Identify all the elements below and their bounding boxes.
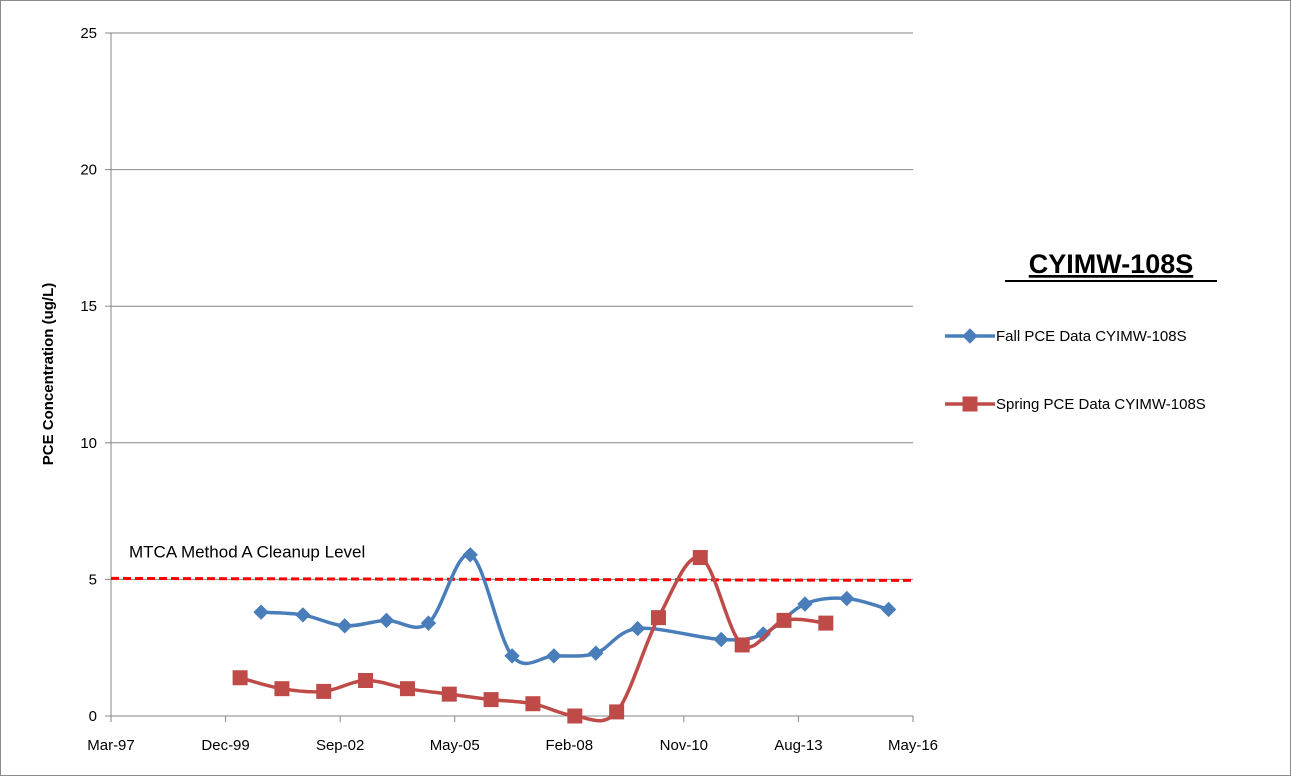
reference-line-group: MTCA Method A Cleanup Level: [110, 542, 914, 582]
legend-label: Fall PCE Data CYIMW-108S: [996, 328, 1187, 345]
spring-data-point: [441, 686, 457, 702]
cleanup-level-label: MTCA Method A Cleanup Level: [129, 542, 365, 561]
fall-data-point: [378, 612, 395, 629]
spring-data-point: [483, 692, 499, 708]
spring-data-point: [399, 681, 415, 697]
y-tick-label: 25: [80, 25, 97, 42]
fall-data-point: [713, 631, 729, 648]
x-tick-label: May-05: [430, 737, 480, 754]
spring-data-point: [609, 704, 625, 720]
fall-data-point: [504, 648, 520, 664]
spring-data-point: [734, 637, 750, 653]
gridlines: [111, 32, 913, 580]
y-tick-label: 5: [89, 571, 97, 588]
x-tick-label: Aug-13: [774, 737, 822, 754]
legend: Fall PCE Data CYIMW-108S Spring PCE Data …: [945, 328, 1206, 413]
x-tick-label: Dec-99: [201, 737, 249, 754]
spring-data-point: [650, 610, 666, 626]
x-tick-label: Sep-02: [316, 737, 364, 754]
cleanup-level-line: [110, 576, 914, 582]
x-tick-label: Nov-10: [660, 737, 708, 754]
fall-data-point: [295, 607, 311, 623]
y-tick-label: 0: [89, 708, 97, 725]
fall-data-point: [253, 604, 269, 620]
fall-data-point: [839, 590, 855, 607]
fall-data-point: [588, 645, 604, 661]
series-line: [260, 553, 890, 666]
series-fall: [253, 547, 897, 666]
y-axis-title: PCE Concentration (ug/L): [40, 283, 57, 466]
legend-swatch-marker: [962, 328, 978, 344]
fall-data-point: [880, 601, 897, 618]
legend-swatch-marker: [962, 396, 978, 412]
spring-data-point: [818, 615, 834, 631]
x-tick-label: Feb-08: [546, 737, 594, 754]
fall-data-point: [629, 620, 646, 637]
spring-data-point: [274, 681, 290, 697]
series-spring: [232, 550, 834, 724]
fall-data-point: [336, 618, 353, 634]
chart-title: CYIMW-108S: [1029, 249, 1194, 279]
spring-data-point: [358, 672, 374, 688]
spring-data-point: [525, 696, 541, 712]
legend-label: Spring PCE Data CYIMW-108S: [996, 396, 1206, 413]
spring-data-point: [692, 550, 708, 566]
fall-data-point: [462, 547, 478, 563]
y-tick-label: 15: [80, 298, 97, 315]
fall-data-point: [546, 648, 562, 664]
spring-data-point: [232, 670, 248, 686]
series-line: [239, 555, 827, 723]
spring-data-point: [567, 708, 583, 724]
fall-data-point: [797, 596, 813, 612]
spring-data-point: [776, 612, 792, 628]
axes: 0 5 10 15 20 25 Mar-97 Dec-99 Sep-02 May-05 Feb-08…: [80, 25, 938, 754]
y-tick-label: 20: [80, 162, 97, 179]
y-tick-label: 10: [80, 435, 97, 452]
series-group: [232, 547, 897, 724]
spring-data-point: [316, 683, 332, 699]
x-tick-label: Mar-97: [87, 737, 135, 754]
x-tick-label: May-16: [888, 737, 938, 754]
fall-data-point: [420, 615, 437, 631]
